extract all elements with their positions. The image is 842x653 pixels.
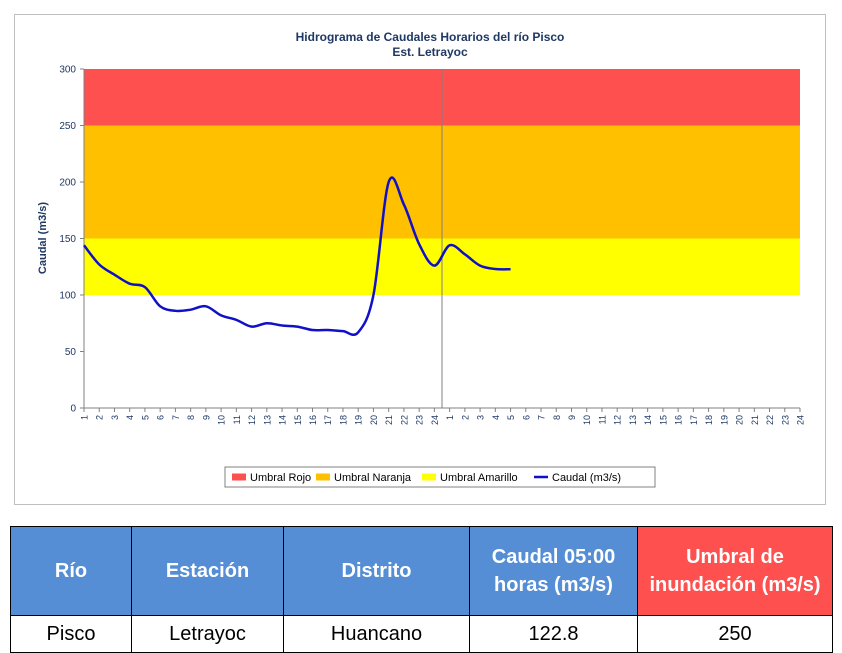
x-tick-label: 1 (80, 415, 90, 420)
x-tick-label: 9 (201, 415, 211, 420)
chart-title: Hidrograma de Caudales Horarios del río … (296, 30, 565, 44)
x-tick-label: 2 (460, 415, 470, 420)
x-tick-label: 4 (491, 415, 501, 420)
x-tick-label: 9 (567, 415, 577, 420)
x-tick-label: 3 (110, 415, 120, 420)
x-tick-label: 21 (384, 415, 394, 425)
cell: 250 (637, 615, 833, 653)
x-tick-label: 17 (689, 415, 699, 425)
cell: Letrayoc (131, 615, 284, 653)
x-tick-label: 15 (293, 415, 303, 425)
x-tick-label: 12 (247, 415, 257, 425)
chart-subtitle: Est. Letrayoc (392, 45, 468, 59)
header-cell: Caudal 05:00 horas (m3/s) (469, 526, 638, 616)
x-tick-label: 13 (262, 415, 272, 425)
cell: 122.8 (469, 615, 638, 653)
x-tick-label: 11 (597, 415, 607, 424)
y-tick-label: 100 (59, 291, 76, 302)
x-tick-label: 14 (278, 415, 288, 425)
header-row: Río Estación Distrito Caudal 05:00 horas… (10, 526, 833, 616)
header-cell: Río (10, 526, 132, 616)
y-tick-label: 50 (65, 347, 77, 358)
x-tick-label: 5 (140, 415, 150, 420)
x-tick-label: 6 (521, 415, 531, 420)
x-tick-label: 24 (430, 415, 440, 425)
legend-label: Caudal (m3/s) (552, 472, 621, 484)
x-tick-label: 16 (674, 415, 684, 425)
x-tick-label: 24 (796, 415, 806, 425)
y-tick-label: 150 (59, 234, 76, 245)
cell: Huancano (283, 615, 470, 653)
cell: Pisco (10, 615, 132, 653)
x-tick-label: 14 (643, 415, 653, 425)
x-tick-label: 20 (369, 415, 379, 425)
x-tick-label: 11 (232, 415, 242, 424)
header-cell: Estación (131, 526, 284, 616)
data-row: Pisco Letrayoc Huancano 122.8 250 (10, 615, 833, 653)
x-tick-label: 8 (186, 415, 196, 420)
x-tick-label: 23 (780, 415, 790, 425)
x-tick-label: 18 (338, 415, 348, 425)
x-tick-label: 10 (582, 415, 592, 425)
x-tick-label: 21 (750, 415, 760, 425)
x-tick-label: 16 (308, 415, 318, 425)
x-tick-label: 4 (125, 415, 135, 420)
header-cell: Distrito (283, 526, 470, 616)
x-tick-label: 10 (217, 415, 227, 425)
y-tick-label: 250 (59, 121, 76, 132)
chart: Hidrograma de Caudales Horarios del río … (37, 30, 806, 488)
x-tick-label: 19 (719, 415, 729, 425)
y-tick-label: 300 (59, 65, 76, 76)
x-tick-label: 19 (354, 415, 364, 425)
legend-label: Umbral Naranja (334, 472, 412, 484)
series-line (83, 176, 511, 336)
x-tick-label: 3 (476, 415, 486, 420)
x-tick-label: 22 (399, 415, 409, 425)
x-tick-label: 20 (735, 415, 745, 425)
x-tick-label: 18 (704, 415, 714, 425)
x-tick-label: 5 (506, 415, 516, 420)
header-cell: Umbral de inundación (m3/s) (637, 526, 833, 616)
x-tick-label: 22 (765, 415, 775, 425)
chart-frame (14, 14, 826, 505)
data-table: Río Estación Distrito Caudal 05:00 horas… (10, 526, 833, 653)
legend-swatch (316, 473, 330, 481)
x-tick-label: 7 (171, 415, 181, 420)
x-tick-label: 23 (415, 415, 425, 425)
legend-label: Umbral Amarillo (440, 472, 518, 484)
x-tick-label: 13 (628, 415, 638, 425)
x-tick-label: 15 (658, 415, 668, 425)
x-tick-label: 17 (323, 415, 333, 425)
legend-swatch (232, 473, 246, 481)
y-axis-label: Caudal (m3/s) (37, 202, 49, 274)
legend-swatch (422, 473, 436, 481)
legend-frame (224, 466, 656, 488)
legend: Umbral Rojo Umbral Naranja Umbral Amarillo… (224, 466, 656, 488)
y-tick-label: 0 (70, 404, 76, 415)
legend-label: Umbral Rojo (250, 472, 311, 484)
y-tick-label: 200 (59, 178, 76, 189)
x-tick-label: 1 (445, 415, 455, 420)
x-tick-label: 2 (95, 415, 105, 420)
x-tick-label: 12 (613, 415, 623, 425)
x-tick-label: 6 (156, 415, 166, 420)
x-tick-label: 8 (552, 415, 562, 420)
x-tick-label: 7 (537, 415, 547, 420)
